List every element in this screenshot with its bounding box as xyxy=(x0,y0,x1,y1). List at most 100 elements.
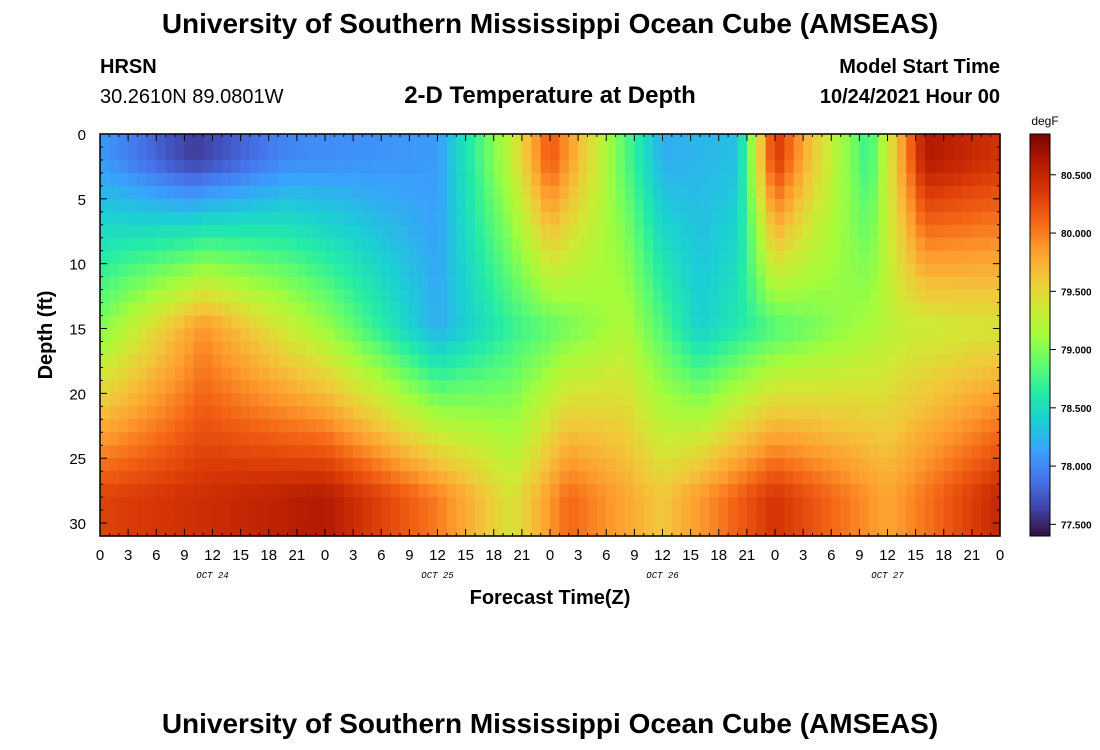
heatmap-cell xyxy=(465,263,476,278)
heatmap-cell xyxy=(306,276,317,291)
heatmap-cell xyxy=(550,237,560,252)
heatmap-cell xyxy=(146,302,157,317)
heatmap-cell xyxy=(446,380,457,394)
heatmap-cell xyxy=(109,367,120,381)
heatmap-cell xyxy=(709,328,720,343)
heatmap-cell xyxy=(859,263,870,278)
heatmap-cell xyxy=(643,276,654,291)
heatmap-cell xyxy=(221,341,232,356)
heatmap-cell xyxy=(887,198,898,213)
heatmap-cell xyxy=(662,458,673,472)
heatmap-cell xyxy=(568,134,579,148)
heatmap-cell xyxy=(775,146,785,161)
heatmap-cell xyxy=(250,185,260,200)
heatmap-cell xyxy=(906,211,917,226)
heatmap-cell xyxy=(184,237,195,252)
heatmap-cell xyxy=(146,237,157,252)
heatmap-cell xyxy=(962,185,973,200)
heatmap-cell xyxy=(737,250,748,265)
heatmap-cell xyxy=(681,159,692,174)
heatmap-cell xyxy=(962,341,973,356)
heatmap-cell xyxy=(118,445,129,459)
heatmap-cell xyxy=(203,484,214,498)
heatmap-cell xyxy=(943,523,954,537)
heatmap-cell xyxy=(756,172,767,187)
heatmap-cell xyxy=(325,237,335,252)
heatmap-cell xyxy=(643,146,654,161)
heatmap-cell xyxy=(484,510,495,524)
heatmap-cell xyxy=(606,328,617,343)
heatmap-cell xyxy=(446,471,457,485)
heatmap-cell xyxy=(868,198,879,213)
heatmap-cell xyxy=(437,172,448,187)
heatmap-cell xyxy=(915,185,926,200)
heatmap-cell xyxy=(896,146,907,161)
heatmap-cell xyxy=(578,289,589,304)
heatmap-cell xyxy=(540,341,551,356)
heatmap-cell xyxy=(634,315,645,330)
heatmap-cell xyxy=(962,471,973,485)
heatmap-cell xyxy=(287,211,298,226)
heatmap-cell xyxy=(971,445,982,459)
heatmap-cell xyxy=(625,276,635,291)
heatmap-cell xyxy=(465,302,476,317)
heatmap-cell xyxy=(859,302,870,317)
heatmap-cell xyxy=(343,315,354,330)
heatmap-cell xyxy=(128,484,139,498)
heatmap-cell xyxy=(390,250,401,265)
heatmap-cell xyxy=(859,211,870,226)
heatmap-cell xyxy=(625,159,635,174)
heatmap-cell xyxy=(531,250,542,265)
heatmap-cell xyxy=(531,445,542,459)
heatmap-cell xyxy=(559,406,570,420)
heatmap-cell xyxy=(362,302,373,317)
heatmap-cell xyxy=(362,458,373,472)
heatmap-cell xyxy=(212,341,223,356)
heatmap-cell xyxy=(175,134,185,148)
heatmap-cell xyxy=(671,134,682,148)
heatmap-cell xyxy=(381,185,392,200)
heatmap-cell xyxy=(503,523,514,537)
heatmap-cell xyxy=(615,328,626,343)
heatmap-cell xyxy=(259,146,270,161)
heatmap-cell xyxy=(840,367,851,381)
heatmap-cell xyxy=(784,341,795,356)
heatmap-cell xyxy=(634,393,645,407)
heatmap-cell xyxy=(728,211,739,226)
heatmap-cell xyxy=(896,458,907,472)
heatmap-cell xyxy=(700,406,710,420)
heatmap-cell xyxy=(165,146,176,161)
heatmap-cell xyxy=(268,328,279,343)
heatmap-cell xyxy=(418,172,429,187)
heatmap-cell xyxy=(137,250,148,265)
heatmap-cell xyxy=(475,341,485,356)
heatmap-cell xyxy=(221,497,232,511)
heatmap-cell xyxy=(503,289,514,304)
heatmap-cell xyxy=(278,315,289,330)
heatmap-cell xyxy=(765,315,776,330)
heatmap-cell xyxy=(296,302,307,317)
heatmap-cell xyxy=(437,134,448,148)
heatmap-cell xyxy=(381,224,392,239)
heatmap-cell xyxy=(371,432,382,446)
heatmap-cell xyxy=(212,510,223,524)
heatmap-cell xyxy=(690,134,701,148)
heatmap-cell xyxy=(962,432,973,446)
heatmap-cell xyxy=(906,406,917,420)
heatmap-cell xyxy=(381,510,392,524)
heatmap-cell xyxy=(859,458,870,472)
heatmap-cell xyxy=(746,328,757,343)
x-tick-label: 9 xyxy=(630,547,638,564)
heatmap-cell xyxy=(634,198,645,213)
heatmap-cell xyxy=(662,328,673,343)
heatmap-cell xyxy=(484,224,495,239)
heatmap-cell xyxy=(231,159,242,174)
heatmap-cell xyxy=(118,497,129,511)
heatmap-cell xyxy=(578,484,589,498)
heatmap-cell xyxy=(306,523,317,537)
heatmap-cell xyxy=(821,484,832,498)
heatmap-cell xyxy=(418,523,429,537)
heatmap-cell xyxy=(709,159,720,174)
heatmap-cell xyxy=(446,263,457,278)
